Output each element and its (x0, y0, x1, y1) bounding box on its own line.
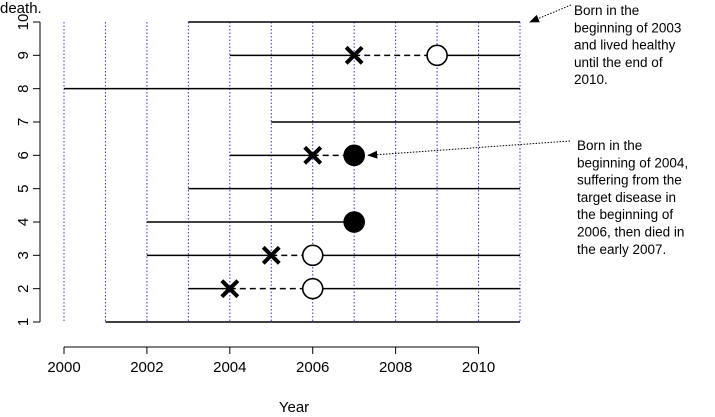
x-tick-label-2008: 2008 (379, 359, 412, 376)
annotation-line-2-6: 2006, then died in (577, 225, 684, 240)
disease-marker-2 (220, 279, 240, 299)
death-marker-6 (343, 144, 365, 167)
x-tick-label-2010: 2010 (462, 359, 495, 376)
x-axis-title: Year (279, 399, 309, 416)
annotation-2: Born in the beginning of 2004, suffering f… (367, 138, 688, 257)
y-tick-label-1: 1 (15, 318, 32, 326)
annotation-line-2-2: beginning of 2004, (577, 155, 688, 170)
annotation-line-2-3: suffering from the (577, 173, 682, 188)
x-tick-label-2000: 2000 (47, 359, 80, 376)
annotation-1: Born in the beginning of 2003 and lived he… (529, 3, 681, 87)
y-tick-label-9: 9 (15, 51, 32, 59)
x-tick-label-2004: 2004 (213, 359, 246, 376)
y-tick-label-5: 5 (15, 184, 32, 192)
annotation-line-1-2: beginning of 2003 (574, 20, 681, 35)
x-tick-label-2006: 2006 (296, 359, 329, 376)
y-tick-label-2: 2 (15, 284, 32, 292)
annotation-line-2-4: target disease in (577, 190, 676, 205)
death-marker-3 (301, 244, 324, 267)
y-tick-label-8: 8 (15, 84, 32, 92)
death-marker-9 (426, 44, 448, 67)
x-axis: 2000 2002 2004 2006 2008 2010 (47, 346, 495, 376)
subject-3 (146, 244, 520, 267)
annotation-arrow-1 (529, 4, 572, 23)
y-axis: 1 2 3 4 5 6 7 8 9 10 (15, 14, 41, 326)
annotation-line-1-1: Born in the (574, 3, 639, 18)
death-marker-2 (301, 277, 324, 300)
annotation-arrow-2 (367, 140, 571, 159)
chart-title-fragment: death. (0, 0, 42, 17)
annotation-line-1-4: until the end of (574, 55, 663, 70)
y-tick-label-4: 4 (15, 218, 32, 226)
subject-9 (229, 44, 520, 67)
y-tick-label-10: 10 (15, 14, 32, 31)
disease-marker-6 (303, 145, 323, 165)
disease-marker-9 (344, 45, 364, 65)
subject-timelines (64, 21, 520, 323)
subject-6 (229, 144, 365, 167)
y-tick-label-7: 7 (15, 118, 32, 126)
subject-4 (146, 211, 365, 233)
annotation-line-2-7: the early 2007. (577, 242, 666, 257)
annotation-text-1: Born in the beginning of 2003 and lived he… (574, 3, 681, 87)
y-tick-label-3: 3 (15, 251, 32, 259)
annotation-line-2-5: the beginning of (577, 207, 673, 222)
annotation-text-2: Born in the beginning of 2004, suffering f… (577, 138, 688, 257)
subject-2 (188, 277, 520, 300)
death-marker-4 (343, 211, 365, 233)
vertical-gridlines (63, 22, 521, 322)
annotation-line-1-5: 2010. (574, 72, 608, 87)
annotation-line-2-1: Born in the (577, 138, 642, 153)
annotation-line-1-3: and lived healthy (574, 38, 676, 53)
annotations: Born in the beginning of 2003 and lived he… (367, 3, 688, 257)
y-tick-label-6: 6 (15, 151, 32, 159)
disease-marker-3 (261, 245, 281, 265)
x-tick-label-2002: 2002 (130, 359, 163, 376)
